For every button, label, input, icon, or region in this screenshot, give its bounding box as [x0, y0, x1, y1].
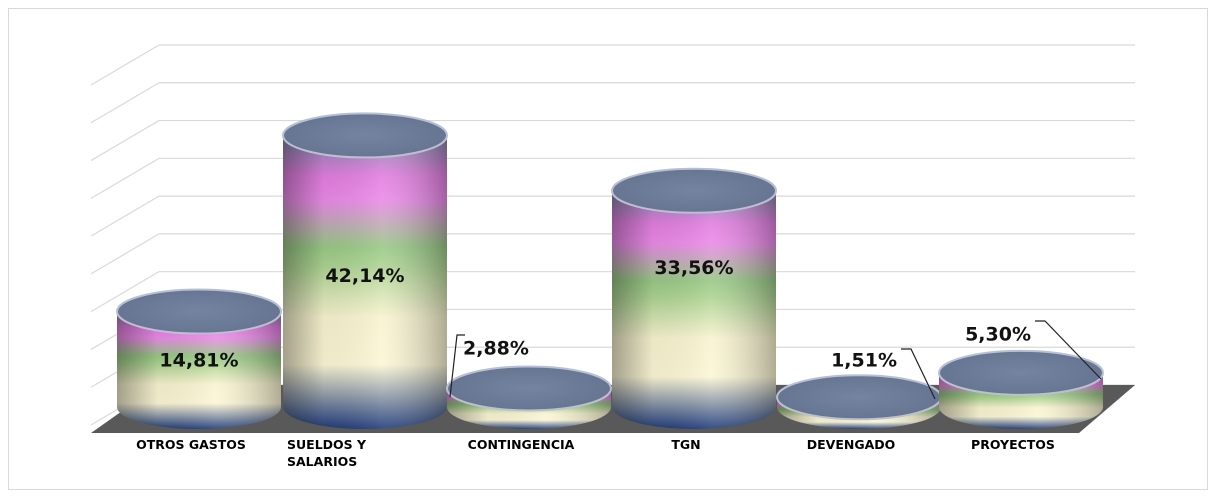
category-label: SUELDOS Y SALARIOS — [287, 437, 367, 469]
data-labels: 14,81% 42,14% 2,88% 33,56% 1,51% 5,30% — [159, 257, 1102, 400]
bar-top — [116, 288, 282, 335]
data-label: 42,14% — [325, 265, 404, 287]
category-labels: OTROS GASTOS SUELDOS Y SALARIOS CONTINGENCI… — [136, 437, 1055, 469]
bar-sueldos-y-salarios — [282, 112, 448, 429]
category-label: PROYECTOS — [971, 437, 1055, 452]
category-label: CONTINGENCIA — [468, 437, 575, 452]
bar-shading — [117, 311, 281, 429]
gridline-side — [90, 195, 160, 237]
gridline-side — [90, 233, 160, 275]
category-label-line: PROYECTOS — [971, 437, 1055, 452]
cylinder-bar-chart: 14,81% 42,14% 2,88% 33,56% 1,51% 5,30% OTROS … — [90, 44, 1135, 469]
bar-tgn — [611, 167, 777, 429]
bar-contingencia — [446, 365, 612, 429]
leader-line — [449, 334, 465, 398]
bar-devengado — [776, 374, 942, 429]
gridline-side — [90, 157, 160, 199]
category-label-line: CONTINGENCIA — [468, 437, 575, 452]
leader-line — [901, 348, 936, 400]
bar-top — [611, 167, 777, 214]
category-label-line: DEVENGADO — [807, 437, 896, 452]
category-label: OTROS GASTOS — [136, 437, 246, 452]
data-label: 5,30% — [965, 324, 1031, 346]
category-label-line: SALARIOS — [287, 454, 357, 469]
gridline-side — [90, 82, 160, 124]
leader-line — [1035, 320, 1102, 380]
gridline-side — [90, 120, 160, 162]
data-label: 1,51% — [831, 350, 897, 372]
chart-frame: 14,81% 42,14% 2,88% 33,56% 1,51% 5,30% OTROS … — [8, 8, 1208, 490]
bar-top — [776, 374, 942, 421]
category-label-line: TGN — [671, 437, 700, 452]
data-label: 33,56% — [654, 257, 733, 279]
bar-top — [282, 112, 448, 159]
gridline-side — [90, 44, 160, 86]
bar-top — [446, 365, 612, 412]
gridline-side — [90, 271, 160, 313]
category-label: DEVENGADO — [807, 437, 896, 452]
bars — [116, 112, 1104, 429]
data-label: 14,81% — [159, 350, 238, 372]
bar-top — [938, 349, 1104, 396]
category-label: TGN — [671, 437, 700, 452]
data-label: 2,88% — [463, 338, 529, 360]
category-label-line: OTROS GASTOS — [136, 437, 246, 452]
bar-shading — [612, 190, 776, 429]
bar-otros-gastos — [116, 288, 282, 429]
bar-shading — [283, 135, 447, 429]
bar-proyectos — [938, 349, 1104, 429]
category-label-line: SUELDOS Y — [287, 437, 367, 452]
